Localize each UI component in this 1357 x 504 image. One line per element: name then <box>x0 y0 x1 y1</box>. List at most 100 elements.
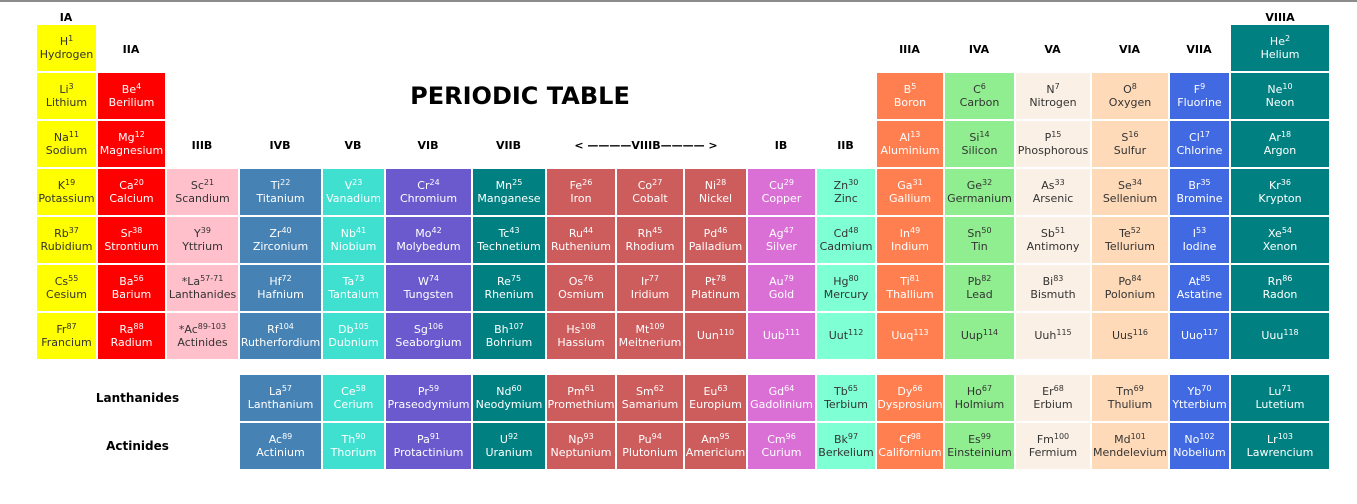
element-symbol-text: Cd <box>833 227 849 240</box>
element-symbol-text: Rh <box>637 227 653 240</box>
element-cell-uun: Uun110 <box>684 312 747 360</box>
element-number: 31 <box>912 178 923 187</box>
element-symbol: Pm61 <box>547 385 615 399</box>
element-cell-fr: Fr87 Francium <box>36 312 97 360</box>
element-number: 115 <box>1056 328 1072 337</box>
element-number: 100 <box>1053 432 1070 441</box>
element-number: 99 <box>980 432 991 441</box>
element-name: Holmium <box>954 398 1005 411</box>
element-symbol: Nd60 <box>473 385 545 399</box>
element-number: 70 <box>1201 384 1212 393</box>
element-symbol: U92 <box>473 432 545 447</box>
element-symbol-text: Db <box>338 323 354 336</box>
element-symbol: Fe26 <box>547 179 615 193</box>
element-symbol: Tc43 <box>473 226 545 241</box>
element-symbol: Uut112 <box>817 329 875 343</box>
element-symbol-text: Bk <box>833 433 848 446</box>
element-name: Copper <box>761 192 802 205</box>
element-cell-ce: Ce58 Cerium <box>322 374 385 422</box>
element-cell-cs: Cs55 Cesium <box>36 264 97 312</box>
element-number: 36 <box>1280 178 1291 187</box>
element-number: 20 <box>133 178 144 187</box>
element-cell-cl: Cl17 Chlorine <box>1169 120 1230 168</box>
group-header-17: VIIA <box>1186 43 1212 56</box>
element-cell-h: H1 Hydrogen <box>36 24 97 72</box>
element-cell-rb: Rb37 Rubidium <box>36 216 97 264</box>
element-cell-ac: Ac89 Actinium <box>239 422 322 470</box>
element-number: 14 <box>979 130 990 139</box>
element-symbol-text: Fe <box>569 179 583 192</box>
element-cell-au: Au79 Gold <box>747 264 816 312</box>
element-name: Rhenium <box>484 288 534 301</box>
element-symbol: Al13 <box>877 131 943 145</box>
element-number: 33 <box>1054 178 1065 187</box>
element-cell-ac: *Ac89-103 Actinides <box>166 312 239 360</box>
element-symbol: Uuh115 <box>1016 328 1090 343</box>
element-symbol: Re75 <box>473 275 545 289</box>
element-symbol: Sn50 <box>945 227 1014 241</box>
element-symbol-text: Ca <box>119 179 134 192</box>
element-symbol-text: Cu <box>769 179 784 192</box>
element-number: 92 <box>507 432 519 441</box>
element-number: 40 <box>281 226 292 235</box>
element-symbol-text: Uuq <box>891 329 914 342</box>
element-name: Sellenium <box>1102 192 1158 205</box>
element-cell-rf: Rf104 Rutherfordium <box>239 312 322 360</box>
element-name: Barium <box>111 288 152 301</box>
element-symbol-text: Np <box>568 433 584 446</box>
element-cell-dy: Dy66 Dysprosium <box>876 374 944 422</box>
element-cell-cr: Cr24 Chromium <box>385 168 472 216</box>
element-symbol-text: Pa <box>416 433 430 446</box>
element-number: 56 <box>133 274 144 283</box>
element-name: Osmium <box>558 288 604 301</box>
element-symbol-text: Uun <box>696 329 719 342</box>
element-cell-db: Db105 Dubnium <box>322 312 385 360</box>
element-name: Iron <box>570 192 592 205</box>
group-header-16: VIA <box>1118 43 1141 56</box>
element-name: Thorium <box>330 446 377 459</box>
element-cell-ga: Ga31 Gallium <box>876 168 944 216</box>
element-symbol: Sb51 <box>1016 227 1090 241</box>
element-name: Gallium <box>888 192 932 205</box>
element-symbol: Rh45 <box>617 227 683 241</box>
element-cell-cf: Cf98 Californium <box>876 422 944 470</box>
element-cell-la: *La57-71 Lanthanides <box>166 264 239 312</box>
element-number: 6 <box>980 82 986 91</box>
element-symbol-text: Pd <box>703 227 718 240</box>
element-number: 66 <box>912 384 923 393</box>
element-number: 35 <box>1200 178 1211 187</box>
element-name: Terbium <box>824 398 868 411</box>
element-number: 49 <box>910 226 921 235</box>
element-cell-ca: Ca20 Calcium <box>97 168 166 216</box>
element-cell-tc: Tc43 Technetium <box>472 216 546 264</box>
element-symbol: Yb70 <box>1170 384 1229 399</box>
element-symbol: Ce58 <box>323 385 384 399</box>
element-symbol-text: Cs <box>54 275 69 288</box>
element-symbol-text: Bi <box>1042 275 1054 288</box>
element-cell-eu: Eu63 Europium <box>684 374 747 422</box>
element-name: Curium <box>761 446 802 459</box>
element-number: 76 <box>583 274 594 283</box>
element-number: 18 <box>1280 130 1292 139</box>
element-symbol-text: *La <box>181 275 201 288</box>
element-symbol-text: Gd <box>768 385 785 398</box>
element-symbol-text: Mg <box>118 131 135 144</box>
element-symbol: Cr24 <box>386 179 471 193</box>
element-name: Cadmium <box>819 240 873 253</box>
element-number: 43 <box>509 226 520 235</box>
element-symbol: Uub111 <box>748 329 815 343</box>
element-symbol-text: Ra <box>119 323 134 336</box>
element-symbol-text: Uub <box>762 329 785 342</box>
element-symbol: K19 <box>37 179 96 193</box>
element-symbol: I53 <box>1170 227 1229 241</box>
element-cell-uuh: Uuh115 <box>1015 312 1091 360</box>
element-cell-kr: Kr36 Krypton <box>1230 168 1330 216</box>
group-header-11: IB <box>774 139 788 152</box>
element-symbol-text: At <box>1188 275 1201 288</box>
element-symbol: Mt109 <box>617 323 683 337</box>
element-name: Platinum <box>691 288 740 301</box>
element-number: 95 <box>719 432 730 441</box>
element-symbol-text: Uut <box>828 329 849 342</box>
element-symbol: *Ac89-103 <box>167 323 238 337</box>
element-symbol-text: B <box>903 83 912 96</box>
